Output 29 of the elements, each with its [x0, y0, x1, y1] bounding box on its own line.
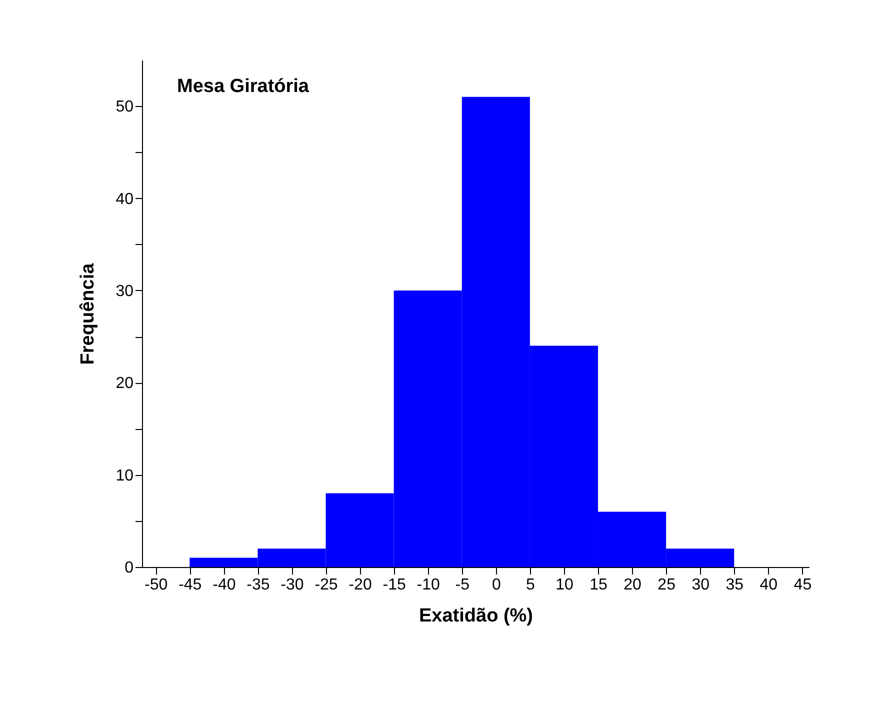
- y-tick-label: 30: [116, 282, 134, 300]
- x-tick-label: 35: [726, 576, 744, 594]
- y-tick-label: 40: [116, 190, 134, 208]
- x-tick-label: -40: [212, 576, 236, 594]
- x-tick-label: -15: [382, 576, 406, 594]
- x-tick-label: 5: [526, 576, 535, 594]
- x-tick-label: 15: [590, 576, 608, 594]
- x-tick-label: 25: [658, 576, 676, 594]
- text: Mesa Giratória: [177, 76, 310, 97]
- y-tick-label: 10: [116, 467, 134, 484]
- x-tick-label: 10: [556, 576, 574, 594]
- x-tick-label: -30: [280, 576, 304, 594]
- x-tick-label: -20: [348, 576, 372, 594]
- x-tick-label: 45: [794, 576, 812, 594]
- y-tick-label: 20: [116, 375, 134, 392]
- x-tick-label: 0: [492, 576, 501, 594]
- x-tick-label: 40: [760, 576, 778, 594]
- x-tick-label: -45: [178, 576, 202, 594]
- x-tick-label: 30: [692, 576, 710, 594]
- x-tick-label: -50: [144, 576, 168, 594]
- y-axis-title: Frequência: [78, 262, 99, 365]
- y-tick-label: 0: [124, 560, 134, 576]
- x-tick-label: -35: [246, 576, 270, 594]
- x-tick-label: -10: [416, 576, 440, 594]
- y-tick-label: 50: [116, 98, 134, 116]
- x-tick-label: -5: [455, 576, 470, 594]
- x-axis-title: Exatidão (%): [418, 606, 534, 626]
- x-tick-label: -25: [314, 576, 338, 594]
- x-tick-label: 20: [624, 576, 642, 594]
